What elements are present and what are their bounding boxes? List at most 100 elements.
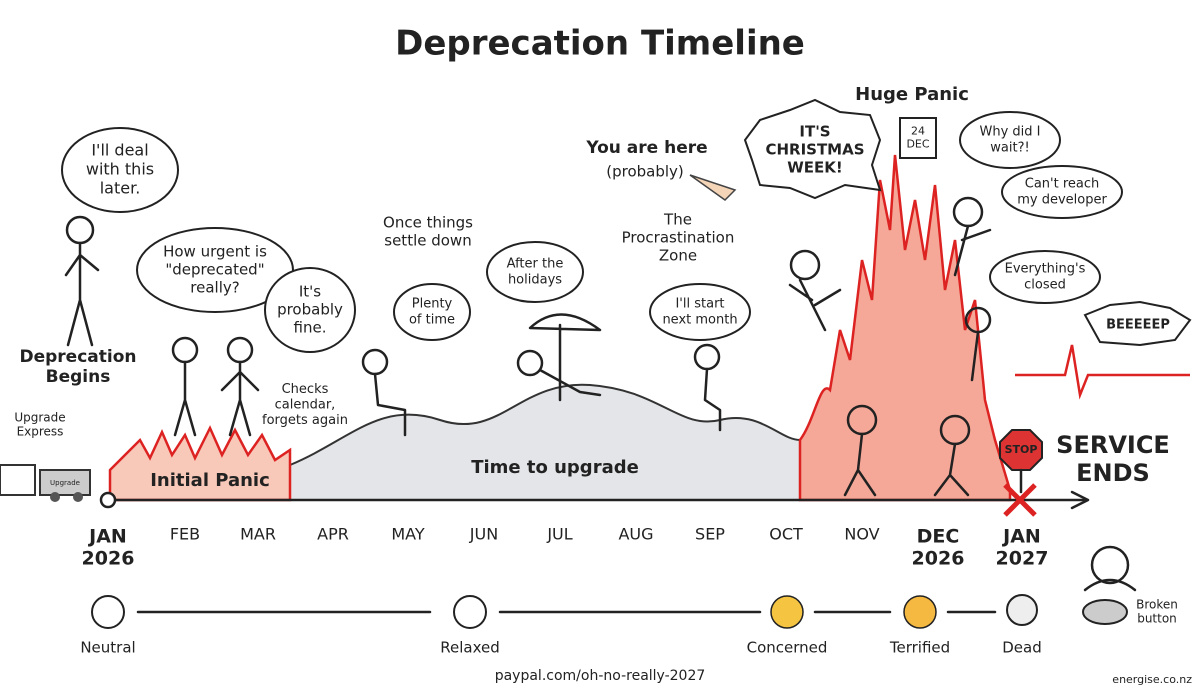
speech-bubble <box>264 267 356 353</box>
mood-label: Concerned <box>747 639 828 657</box>
label: with this <box>86 160 154 179</box>
phase-label: Huge Panic <box>855 84 969 105</box>
label: The <box>663 211 692 229</box>
label: of time <box>409 312 455 327</box>
label: (probably) <box>606 163 684 181</box>
heartbeat <box>1015 344 1190 400</box>
label: "deprecated" <box>165 261 264 279</box>
label: Can't reach <box>1025 177 1100 192</box>
title: Deprecation Timeline <box>395 24 805 64</box>
label: closed <box>1024 277 1066 292</box>
relaxed-face <box>453 595 487 629</box>
label: After the <box>507 257 564 272</box>
thought-bubble <box>61 127 179 213</box>
skull <box>1006 594 1038 626</box>
label: Upgrade <box>14 410 65 424</box>
label: Deprecation <box>19 347 136 367</box>
footer-url: paypal.com/oh-no-really-2027 <box>495 668 706 684</box>
label: holidays <box>508 272 562 287</box>
mood-label: Dead <box>1002 639 1042 657</box>
wheel <box>50 492 60 502</box>
speech-bubble <box>1001 165 1123 219</box>
label: CHRISTMAS <box>765 141 864 159</box>
thought-bubble <box>393 283 471 341</box>
month-label: 2026 <box>82 548 135 570</box>
neutral-face <box>91 595 125 629</box>
start-marker <box>99 491 117 509</box>
month-label: MAR <box>240 525 276 544</box>
label: DEC <box>906 138 929 151</box>
initial-panic-area <box>108 425 292 502</box>
label: really? <box>190 279 239 297</box>
label: It's <box>299 283 321 301</box>
terrified-face <box>903 595 937 629</box>
label: probably <box>277 301 343 319</box>
label: Once things <box>383 214 473 232</box>
label: Upgrade <box>50 479 80 487</box>
label: How urgent is <box>163 243 267 261</box>
label: settle down <box>384 232 471 250</box>
label: I'll start <box>675 297 724 312</box>
label: Plenty <box>412 297 453 312</box>
label: my developer <box>1017 192 1107 207</box>
label: Why did I <box>979 125 1040 140</box>
label: 24 <box>911 124 925 137</box>
procrastination-hill <box>289 383 801 501</box>
label: wait?! <box>990 140 1029 155</box>
wheel <box>73 492 83 502</box>
month-label: 2026 <box>912 548 965 570</box>
label: Express <box>17 425 64 439</box>
label: I'll deal <box>91 140 148 159</box>
stop-text: STOP <box>1005 443 1038 456</box>
month-label: APR <box>317 525 349 544</box>
shout-bubble <box>743 98 882 200</box>
month-label: DEC <box>917 526 960 548</box>
label: Procrastination <box>622 229 735 247</box>
month-label: MAY <box>391 525 425 544</box>
month-label: JAN <box>87 526 127 548</box>
month-label: 2027 <box>996 548 1049 570</box>
speech-bubble <box>486 241 584 303</box>
mood-label: Broken <box>1136 597 1178 611</box>
stick-figures <box>64 196 1137 592</box>
pointer-arrow <box>689 174 737 201</box>
shout-bubble <box>1083 300 1192 347</box>
month-label: FEB <box>170 525 200 544</box>
end-cross <box>1003 483 1037 517</box>
mood-label: Terrified <box>889 639 950 657</box>
month-label: OCT <box>769 525 803 544</box>
train-engine <box>39 469 91 496</box>
speech-bubble <box>649 283 751 341</box>
calendar <box>899 117 937 159</box>
watermark: energise.co.nz <box>1112 673 1192 686</box>
month-label: NOV <box>844 525 879 544</box>
mood-label: button <box>1137 612 1177 626</box>
phase-label: ENDS <box>1076 459 1150 487</box>
month-label: JUL <box>546 525 572 544</box>
concerned-face <box>770 595 804 629</box>
label: Everything's <box>1005 262 1086 277</box>
phase-label: Time to upgrade <box>471 457 639 478</box>
month-label: SEP <box>695 525 725 544</box>
month-label: AUG <box>618 525 653 544</box>
broken-button <box>1082 599 1128 625</box>
month-label: JUN <box>469 525 498 544</box>
label: Begins <box>46 367 111 387</box>
stop-sign <box>999 429 1043 471</box>
mood-label: Relaxed <box>440 639 500 657</box>
label: fine. <box>294 319 327 337</box>
label: Checks <box>282 382 329 397</box>
label: calendar, <box>275 398 336 413</box>
speech-bubble <box>959 111 1061 169</box>
speech-bubble <box>989 250 1101 304</box>
label: Zone <box>659 247 697 265</box>
label: later. <box>100 179 141 198</box>
label: You are here <box>585 138 707 158</box>
phase-label: SERVICE <box>1056 431 1170 459</box>
month-label: JAN <box>1001 526 1041 548</box>
mood-label: Neutral <box>80 639 135 657</box>
axis-arrow <box>1070 490 1090 510</box>
label: forgets again <box>262 413 348 428</box>
phase-label: Initial Panic <box>150 470 270 491</box>
